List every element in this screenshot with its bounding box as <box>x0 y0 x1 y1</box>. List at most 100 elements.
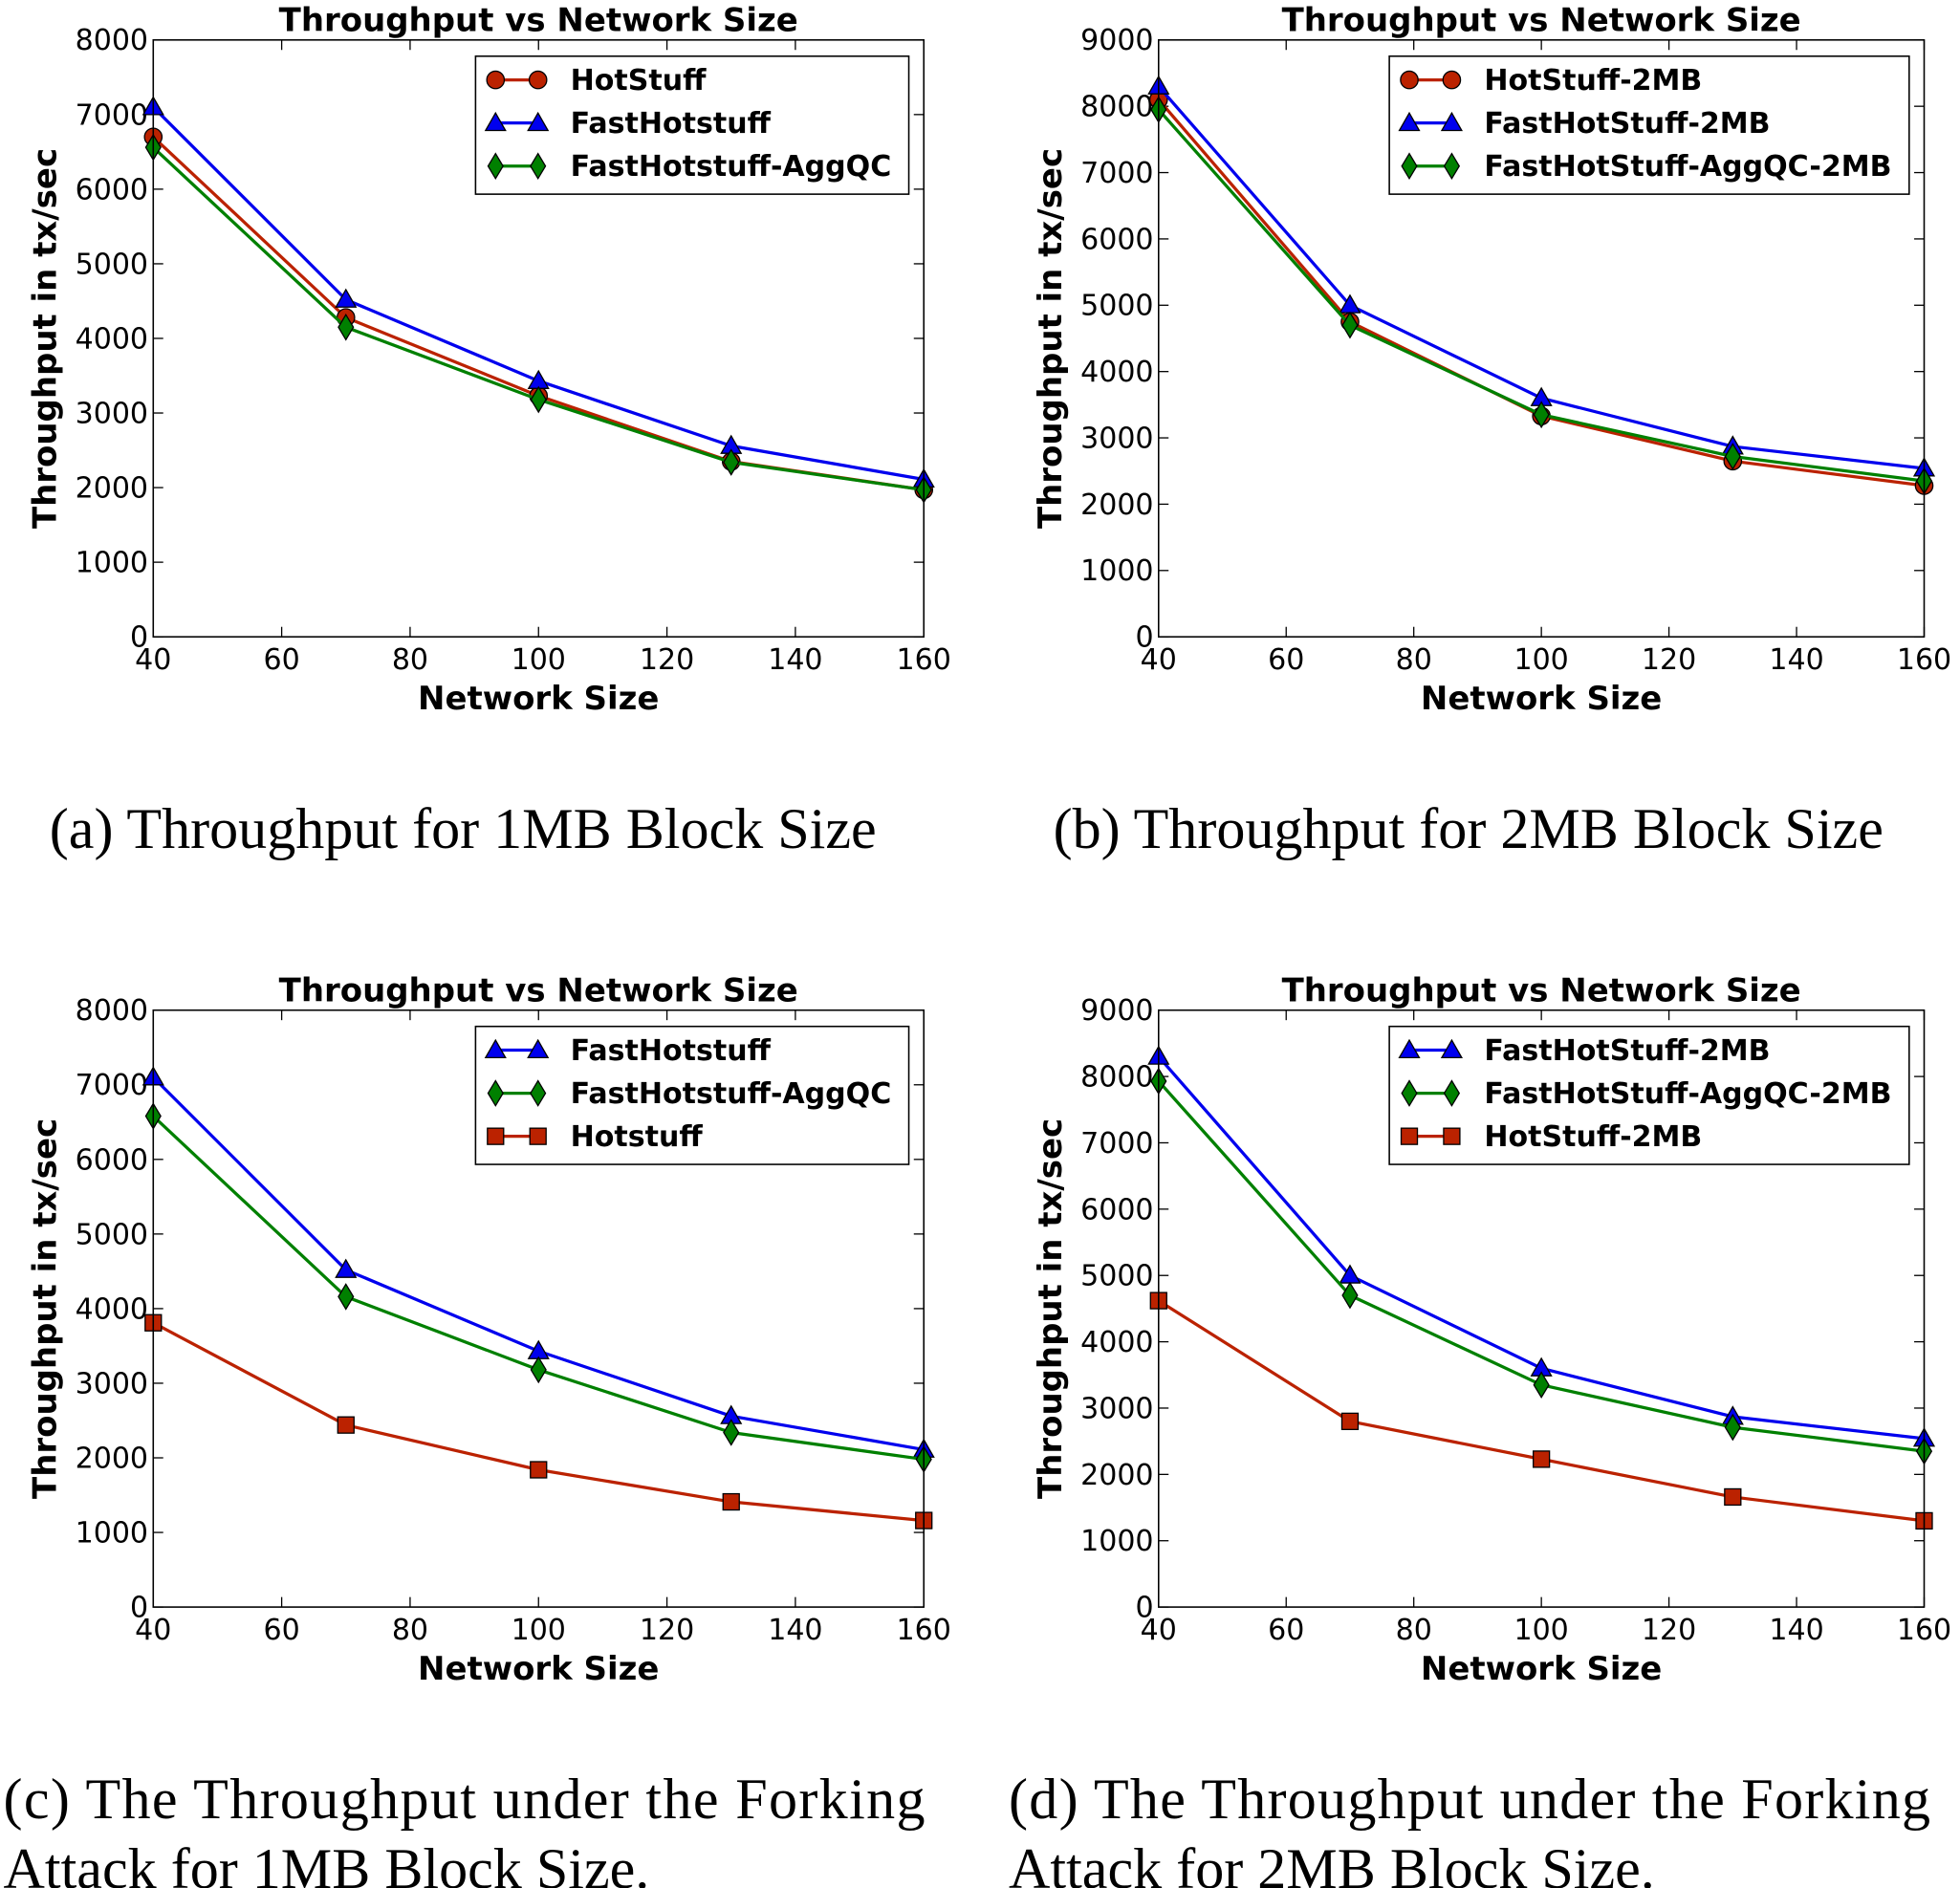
y-tick-label: 0 <box>130 1592 148 1625</box>
axes-frame <box>1158 39 1926 638</box>
x-tick-label: 100 <box>1514 1614 1568 1647</box>
marker <box>1440 111 1463 132</box>
caption: (c) The Throughput under the Forking <box>4 1767 926 1831</box>
legend: FastHotStuff-2MB FastHotStuff-AggQC-2MB Ho… <box>1388 1025 1910 1165</box>
marker <box>530 152 547 181</box>
x-tick-label: 40 <box>1141 1614 1177 1647</box>
y-tick-label: 5000 <box>76 1218 148 1251</box>
y-tick-label: 2000 <box>76 1442 148 1475</box>
y-tick-label: 1000 <box>76 547 148 580</box>
caption: (b) Throughput for 2MB Block Size <box>1054 796 1884 860</box>
x-tick-label: 160 <box>897 1614 951 1647</box>
marker <box>1341 311 1359 339</box>
marker <box>1724 1413 1741 1442</box>
x-tick-label: 40 <box>1141 643 1177 677</box>
legend-label: FastHotStuff-AggQC-2MB <box>1484 150 1891 184</box>
axes-frame <box>152 1009 926 1608</box>
marker <box>484 1038 507 1059</box>
y-tick-label: 0 <box>130 621 148 655</box>
marker <box>487 1079 504 1107</box>
y-tick-label: 7000 <box>1080 157 1153 190</box>
legend-label: HotStuff-2MB <box>1484 64 1702 98</box>
y-tick-label: 7000 <box>76 98 148 132</box>
y-tick-label: 6000 <box>76 173 148 206</box>
marker <box>484 111 507 132</box>
marker <box>530 1461 548 1479</box>
x-tick-label: 120 <box>640 643 694 677</box>
marker <box>338 313 355 341</box>
y-tick-label: 0 <box>1135 621 1153 655</box>
y-tick-label: 5000 <box>1080 1260 1153 1293</box>
y-tick-label: 8000 <box>76 24 148 57</box>
y-tick-label: 8000 <box>1080 1061 1153 1095</box>
x-tick-label: 60 <box>263 1614 299 1647</box>
legend: HotStuff-2MB FastHotStuff-2MB FastHotStuff… <box>1388 54 1910 195</box>
marker <box>1400 70 1419 90</box>
y-axis-label: Throughput in tx/sec <box>26 1118 64 1499</box>
y-tick-label: 5000 <box>76 248 148 281</box>
y-axis-label: Throughput in tx/sec <box>26 148 64 529</box>
marker <box>1340 1412 1360 1430</box>
y-tick-label: 6000 <box>1080 223 1153 256</box>
y-tick-label: 4000 <box>1080 1326 1153 1359</box>
legend-label: FastHotStuff-AggQC-2MB <box>1484 1077 1891 1111</box>
marker <box>527 1038 550 1059</box>
x-tick-label: 60 <box>1268 643 1304 677</box>
legend-label: FastHotstuff-AggQC <box>571 150 892 184</box>
y-tick-label: 1000 <box>76 1517 148 1551</box>
marker <box>528 70 548 90</box>
x-tick-label: 100 <box>1514 643 1568 677</box>
legend-label: HotStuff-2MB <box>1484 1120 1702 1154</box>
marker <box>1533 1371 1550 1400</box>
x-tick-label: 140 <box>768 643 822 677</box>
caption: Attack for 1MB Block Size. <box>4 1836 650 1888</box>
caption: Attack for 2MB Block Size. <box>1009 1836 1655 1888</box>
marker <box>1533 1450 1551 1468</box>
marker <box>723 1419 740 1446</box>
marker <box>337 1416 355 1434</box>
legend-label: Hotstuff <box>571 1120 704 1154</box>
caption: (a) Throughput for 1MB Block Size <box>50 796 877 860</box>
x-tick-label: 120 <box>1642 643 1696 677</box>
y-tick-label: 4000 <box>1080 356 1153 389</box>
legend-label: FastHotstuff <box>571 1034 772 1068</box>
marker <box>486 70 506 90</box>
marker <box>1724 443 1741 470</box>
x-tick-label: 160 <box>1897 643 1951 677</box>
y-tick-label: 7000 <box>76 1069 148 1102</box>
marker <box>527 111 550 132</box>
x-tick-label: 80 <box>392 1614 428 1647</box>
y-tick-label: 3000 <box>1080 422 1153 455</box>
marker <box>1724 1487 1742 1507</box>
chart-title: Throughput vs Network Size <box>1282 972 1801 1010</box>
x-tick-label: 60 <box>1268 1614 1304 1647</box>
y-tick-label: 8000 <box>1080 91 1153 124</box>
x-tick-label: 160 <box>897 643 951 677</box>
legend-label: FastHotStuff-2MB <box>1484 1034 1770 1068</box>
legend-box <box>474 54 910 195</box>
y-tick-label: 5000 <box>1080 290 1153 323</box>
marker <box>1533 401 1550 429</box>
marker <box>1398 111 1421 132</box>
legend-box <box>474 1025 910 1165</box>
x-axis-label: Network Size <box>1421 1650 1662 1688</box>
y-tick-label: 2000 <box>1080 488 1153 522</box>
marker <box>335 288 358 308</box>
legend-label: FastHotStuff-2MB <box>1484 107 1770 141</box>
x-tick-label: 40 <box>135 643 171 677</box>
x-axis-label: Network Size <box>418 1650 659 1688</box>
chart-title: Throughput vs Network Size <box>279 972 798 1010</box>
x-tick-label: 100 <box>512 643 566 677</box>
y-tick-label: 3000 <box>76 397 148 430</box>
legend-label: FastHotstuff-AggQC <box>571 1077 892 1111</box>
caption: (d) The Throughput under the Forking <box>1009 1767 1930 1831</box>
legend-label: FastHotstuff <box>571 107 772 141</box>
y-tick-label: 6000 <box>1080 1193 1153 1226</box>
x-tick-label: 160 <box>1897 1614 1951 1647</box>
marker <box>1398 1038 1421 1059</box>
y-axis-label: Throughput in tx/sec <box>1032 1118 1070 1499</box>
marker <box>487 152 504 181</box>
y-tick-label: 4000 <box>76 1292 148 1326</box>
y-tick-label: 7000 <box>1080 1127 1153 1161</box>
x-tick-label: 80 <box>1396 643 1432 677</box>
